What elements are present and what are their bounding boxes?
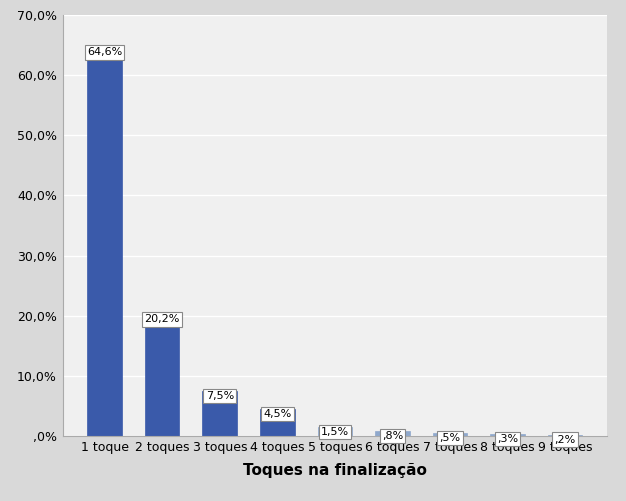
Text: 7,5%: 7,5% bbox=[206, 391, 234, 401]
Text: 4,5%: 4,5% bbox=[263, 409, 292, 419]
Text: ,3%: ,3% bbox=[497, 434, 518, 444]
Bar bbox=[88, 48, 122, 436]
Bar bbox=[260, 409, 295, 436]
Bar bbox=[433, 433, 468, 436]
Text: 20,2%: 20,2% bbox=[145, 315, 180, 325]
Text: 64,6%: 64,6% bbox=[87, 48, 122, 58]
Text: ,8%: ,8% bbox=[382, 431, 403, 441]
Text: ,5%: ,5% bbox=[439, 433, 461, 443]
X-axis label: Toques na finalização: Toques na finalização bbox=[243, 463, 427, 478]
Bar bbox=[490, 434, 525, 436]
Text: 1,5%: 1,5% bbox=[321, 427, 349, 437]
Bar bbox=[145, 315, 180, 436]
Bar bbox=[375, 431, 410, 436]
Bar bbox=[317, 427, 352, 436]
Text: ,2%: ,2% bbox=[555, 435, 576, 445]
Bar bbox=[548, 435, 582, 436]
Bar bbox=[202, 391, 237, 436]
